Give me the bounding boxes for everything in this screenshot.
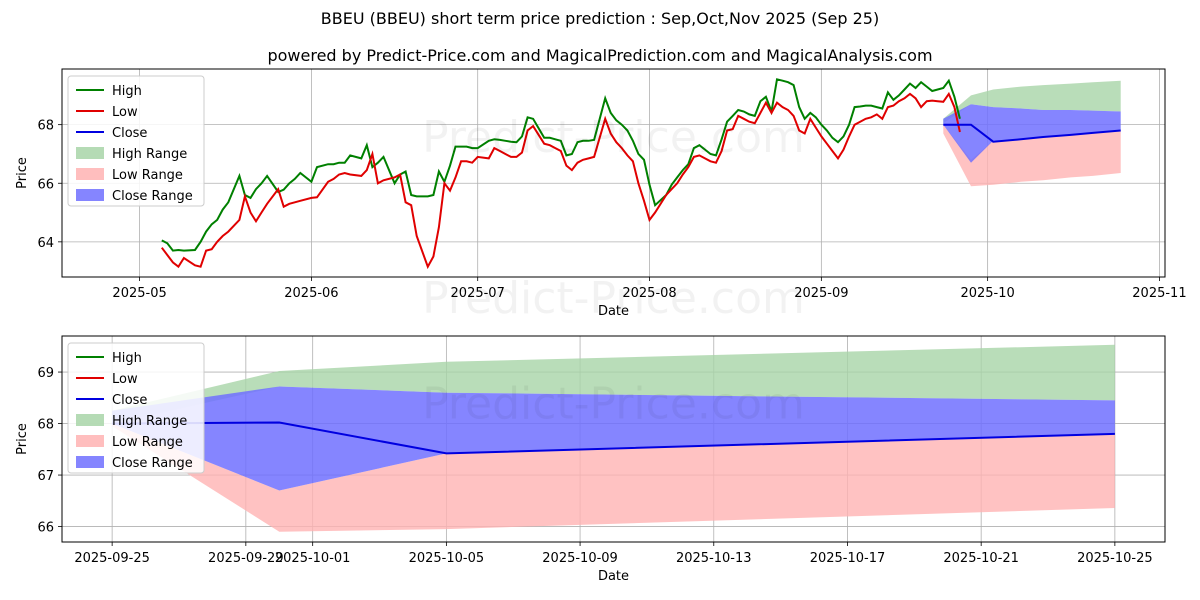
x-tick-label: 2025-08: [622, 286, 676, 301]
legend-label: High: [112, 351, 142, 366]
legend-swatch: [76, 168, 104, 180]
close-series-line: [943, 123, 1121, 143]
chart-title: BBEU (BBEU) short term price prediction …: [320, 9, 880, 28]
legend-swatch: [76, 414, 104, 426]
x-axis-label: Date: [598, 569, 629, 584]
x-tick-label: 2025-07: [451, 286, 505, 301]
low-range-band: [112, 423, 1115, 532]
legend-label: Close: [112, 393, 147, 408]
low-range-band: [943, 124, 1121, 187]
plot-area: Predict-Price.com: [112, 344, 1115, 532]
legend-label: Low: [112, 372, 138, 387]
legend-swatch: [76, 189, 104, 201]
legend-label: Close: [112, 126, 147, 141]
plot-area: Predict-Price.com: [161, 78, 1121, 270]
legend: High Low Close High Range Low Range Close Ran…: [67, 342, 205, 474]
x-tick-label: 2025-10-01: [275, 551, 351, 566]
x-tick-label: 2025-06: [284, 286, 338, 301]
x-tick-label: 2025-09-25: [74, 551, 150, 566]
y-tick-label: 67: [37, 469, 54, 484]
y-axis-label: Price: [15, 423, 30, 455]
legend-swatch: [76, 456, 104, 468]
watermark-text: Predict-Price.com: [422, 112, 805, 163]
y-tick-label: 68: [37, 119, 54, 134]
x-tick-label: 2025-10: [960, 286, 1014, 301]
legend-label: Low Range: [112, 168, 183, 183]
x-tick-label: 2025-10-21: [943, 551, 1019, 566]
legend-swatch: [76, 147, 104, 159]
legend-label: Close Range: [112, 456, 193, 471]
y-tick-label: 66: [37, 177, 54, 192]
y-tick-label: 68: [37, 418, 54, 433]
legend-label: High: [112, 84, 142, 99]
x-tick-label: 2025-10-13: [676, 551, 752, 566]
close-range-band: [943, 104, 1121, 163]
axes-frame: [61, 68, 1166, 278]
axes-frame: [61, 335, 1166, 543]
watermark-text: Predict-Price.com: [422, 378, 805, 429]
y-tick-label: 69: [37, 366, 54, 381]
x-tick-label: 2025-09: [794, 286, 848, 301]
x-tick-label: 2025-09-29: [208, 551, 284, 566]
x-tick-label: 2025-10-09: [542, 551, 618, 566]
legend-label: High Range: [112, 414, 187, 429]
legend: High Low Close High Range Low Range Close Ran…: [67, 75, 205, 207]
x-tick-label: 2025-05: [112, 286, 166, 301]
high-range-band: [943, 80, 1121, 124]
legend-label: Low Range: [112, 435, 183, 450]
x-axis-label: Date: [598, 304, 629, 319]
chart-subtitle: powered by Predict-Price.com and Magical…: [267, 46, 933, 65]
x-tick-label: 2025-10-05: [409, 551, 485, 566]
y-tick-label: 64: [37, 236, 54, 251]
high-series-line: [161, 78, 961, 252]
high-range-band: [112, 344, 1115, 424]
legend-label: Low: [112, 105, 138, 120]
y-axis-label: Price: [15, 157, 30, 189]
legend-swatch: [76, 435, 104, 447]
x-tick-label: 2025-10-25: [1077, 551, 1153, 566]
low-series-line: [161, 91, 961, 270]
close-range-band: [112, 386, 1115, 491]
legend-label: High Range: [112, 147, 187, 162]
legend-label: Close Range: [112, 189, 193, 204]
x-tick-label: 2025-11: [1132, 286, 1186, 301]
watermark-text: Predict-Price.com: [422, 273, 805, 324]
y-tick-label: 66: [37, 521, 54, 536]
x-tick-label: 2025-10-17: [810, 551, 886, 566]
chart-panel-overview: 2025-05 2025-06 2025-07 2025-08 2025-09 2025-…: [15, 68, 1187, 324]
